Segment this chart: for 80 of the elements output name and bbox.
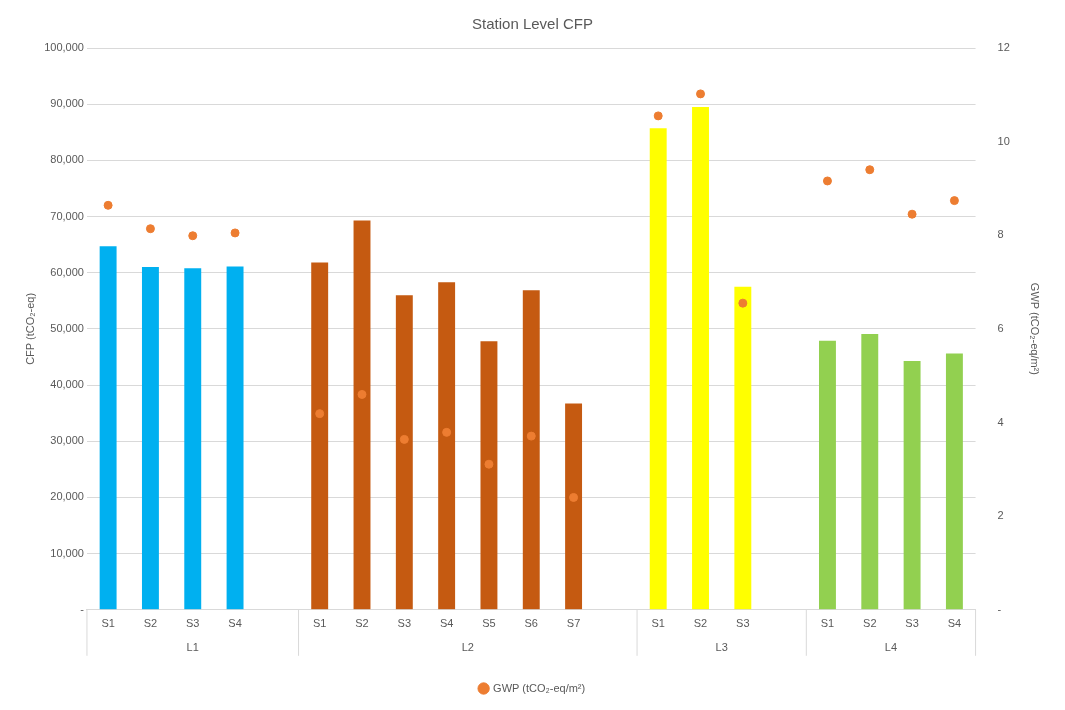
y-tick-label: 50,000 — [50, 321, 84, 334]
point — [696, 89, 706, 99]
y2-tick-label: 6 — [997, 321, 1004, 334]
y2-tick-label: 10 — [997, 134, 1010, 147]
point — [907, 209, 917, 219]
x-tick-label: S4 — [439, 617, 454, 630]
y-tick-label: 20,000 — [50, 490, 84, 503]
y-tick-label: 70,000 — [50, 209, 84, 222]
x-tick-label: S1 — [101, 617, 115, 630]
x-tick-label: S4 — [228, 617, 242, 630]
bar — [226, 266, 244, 610]
point — [738, 298, 748, 308]
y-tick-label: 30,000 — [50, 434, 84, 447]
x-tick-label: S6 — [524, 617, 538, 630]
point — [357, 389, 367, 399]
point — [865, 165, 875, 175]
point — [145, 224, 155, 234]
point — [230, 228, 240, 238]
y-tick-label: 80,000 — [50, 153, 84, 166]
bar — [395, 295, 413, 610]
x-tick-label: S1 — [820, 617, 835, 630]
y-tick-label: 60,000 — [50, 265, 84, 278]
chart-title: Station Level CFP — [472, 15, 593, 33]
x-tick-label: S2 — [693, 617, 708, 630]
y2-tick-label: - — [997, 602, 1002, 615]
legend-label: GWP (tCO₂-eq/m²) — [493, 681, 586, 694]
bar — [861, 333, 879, 610]
x-tick-label: S1 — [651, 617, 665, 630]
y-tick-label: 10,000 — [50, 546, 84, 559]
bar — [480, 341, 498, 610]
bar — [903, 360, 921, 610]
point — [442, 427, 452, 437]
y-tick-label: - — [80, 602, 85, 615]
text: L1 — [186, 640, 199, 653]
bar — [311, 262, 329, 610]
y-tick-label: 100,000 — [44, 41, 84, 54]
x-tick-label: S2 — [863, 617, 877, 630]
x-tick-label: S3 — [736, 617, 750, 630]
bar — [734, 286, 752, 610]
bar — [565, 403, 583, 610]
point — [526, 431, 536, 441]
bar — [353, 220, 371, 610]
bar — [819, 340, 836, 610]
point — [188, 231, 198, 241]
y2-tick-label: 2 — [997, 509, 1004, 522]
bar — [692, 106, 709, 610]
bar — [522, 290, 540, 610]
x-tick-label: S3 — [397, 617, 412, 630]
text: L2 — [461, 640, 474, 653]
y-tick-label: 90,000 — [50, 97, 84, 110]
bar — [141, 267, 159, 610]
bar — [945, 353, 963, 610]
y-tick-label: 40,000 — [50, 378, 84, 391]
y-axis-title: CFP (tCO₂-eq) — [23, 292, 36, 365]
y2-axis-title: GWP (tCO₂-eq/m²) — [1029, 282, 1042, 375]
y2-tick-label: 8 — [997, 228, 1004, 241]
bar — [184, 268, 202, 610]
x-tick-label: S3 — [186, 617, 200, 630]
point — [399, 434, 409, 444]
point — [653, 111, 663, 121]
bar — [99, 246, 117, 610]
point — [103, 200, 113, 210]
text: L4 — [884, 640, 898, 653]
point — [822, 176, 832, 186]
x-tick-label: S4 — [947, 617, 962, 630]
point — [949, 196, 959, 206]
x-tick-label: S7 — [566, 617, 581, 630]
y2-tick-label: 12 — [997, 41, 1010, 54]
point — [315, 409, 325, 419]
x-tick-label: S2 — [355, 617, 369, 630]
x-tick-label: S2 — [143, 617, 158, 630]
point — [569, 492, 579, 502]
x-tick-label: S3 — [905, 617, 919, 630]
x-tick-label: S5 — [482, 617, 496, 630]
y2-tick-label: 4 — [997, 415, 1004, 428]
point — [484, 459, 494, 469]
text: L3 — [715, 640, 728, 653]
bar — [649, 128, 667, 610]
x-tick-label: S1 — [312, 617, 327, 630]
bar — [438, 282, 456, 610]
